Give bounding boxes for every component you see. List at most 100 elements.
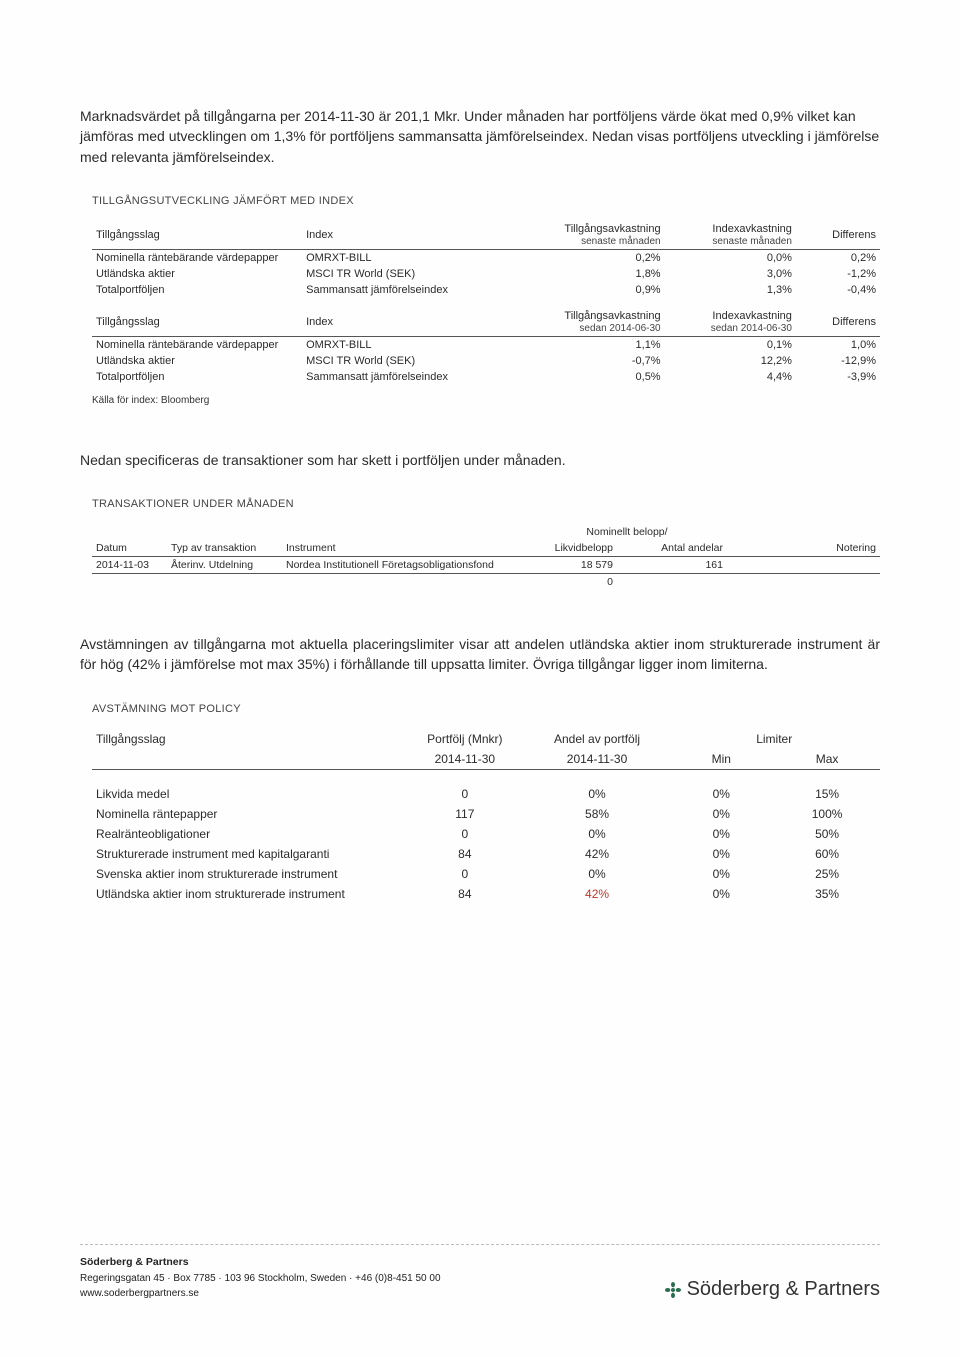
th-portfolio-date: 2014-11-30 (404, 749, 526, 770)
cell-index: Sammansatt jämförelseindex (302, 282, 512, 298)
cell-asset: Nominella räntebärande värdepapper (92, 336, 302, 353)
cell-share: 58% (526, 804, 669, 824)
cell-index-return: 3,0% (665, 266, 796, 282)
cell-instrument: Nordea Institutionell Företagsobligation… (282, 557, 527, 574)
cell-asset: Likvida medel (92, 784, 404, 804)
table-row: TotalportföljenSammansatt jämförelseinde… (92, 282, 880, 298)
footer-addr-line: Regeringsgatan 45 · Box 7785 · 103 96 St… (80, 1271, 441, 1286)
cell-index: OMRXT-BILL (302, 249, 512, 266)
cell-min: 0% (668, 784, 774, 804)
table-row: TotalportföljenSammansatt jämförelseinde… (92, 369, 880, 385)
table-total-row: 0 (92, 574, 880, 591)
cell-diff: -3,9% (796, 369, 880, 385)
cell-asset: Totalportföljen (92, 282, 302, 298)
cell-return: 0,5% (512, 369, 664, 385)
th-portfolio: Portfölj (Mnkr) (404, 729, 526, 749)
cell-min: 0% (668, 804, 774, 824)
th-index: Index (302, 308, 512, 337)
table-policy: Tillgångsslag Portfölj (Mnkr) Andel av p… (92, 729, 880, 904)
index-compare-month: Tillgångsslag Index Tillgångsavkastning … (92, 221, 880, 298)
cell-portfolio: 84 (404, 884, 526, 904)
transactions-intro: Nedan specificeras de transaktioner som … (80, 450, 880, 470)
table-index-since: Tillgångsslag Index Tillgångsavkastning … (92, 308, 880, 385)
footer-web: www.soderbergpartners.se (80, 1286, 441, 1301)
cell-asset: Strukturerade instrument med kapitalgara… (92, 844, 404, 864)
cell-index: OMRXT-BILL (302, 336, 512, 353)
cell-index-return: 12,2% (665, 353, 796, 369)
th-shares: Antal andelar (617, 540, 727, 557)
section2-title: TRANSAKTIONER UNDER MÅNADEN (92, 498, 880, 510)
table-index-month: Tillgångsslag Index Tillgångsavkastning … (92, 221, 880, 298)
cell-amount: 18 579 (527, 557, 617, 574)
footer-company: Söderberg & Partners (80, 1255, 441, 1271)
table-row: Utländska aktierMSCI TR World (SEK)-0,7%… (92, 353, 880, 369)
th-amount: Likvidbelopp (527, 540, 617, 557)
cell-type: Återinv. Utdelning (167, 557, 282, 574)
th-share-date: 2014-11-30 (526, 749, 669, 770)
th-share: Andel av portfölj (526, 729, 669, 749)
cell-diff: -0,4% (796, 282, 880, 298)
cell-share: 0% (526, 784, 669, 804)
cell-diff: -1,2% (796, 266, 880, 282)
cell-asset: Svenska aktier inom strukturerade instru… (92, 864, 404, 884)
cell-max: 50% (774, 824, 880, 844)
cell-asset: Nominella räntepapper (92, 804, 404, 824)
spacer-row (92, 769, 880, 784)
footer-brand-text: Söderberg & Partners (687, 1278, 880, 1301)
index-source: Källa för index: Bloomberg (92, 395, 880, 406)
cell-portfolio: 0 (404, 864, 526, 884)
section1-title: TILLGÅNGSUTVECKLING JÄMFÖRT MED INDEX (92, 195, 880, 207)
th-date: Datum (92, 540, 167, 557)
th-index: Index (302, 221, 512, 250)
cell-share: 42% (526, 844, 669, 864)
brand-logo-icon (665, 1282, 681, 1298)
cell-diff: -12,9% (796, 353, 880, 369)
th-diff: Differens (796, 221, 880, 250)
policy-intro: Avstämningen av tillgångarna mot aktuell… (80, 634, 880, 675)
page-footer: Söderberg & Partners Regeringsgatan 45 ·… (80, 1244, 880, 1301)
th-nominal: Nominellt belopp/ (527, 524, 727, 540)
cell-index: MSCI TR World (SEK) (302, 266, 512, 282)
cell-asset: Utländska aktier (92, 266, 302, 282)
cell-min: 0% (668, 864, 774, 884)
table-row: Svenska aktier inom strukturerade instru… (92, 864, 880, 884)
document-page: Marknadsvärdet på tillgångarna per 2014-… (0, 0, 960, 1357)
cell-date: 2014-11-03 (92, 557, 167, 574)
table-row: Nominella räntebärande värdepapperOMRXT-… (92, 336, 880, 353)
table-row: Nominella räntebärande värdepapperOMRXT-… (92, 249, 880, 266)
table-row: Utländska aktier inom strukturerade inst… (92, 884, 880, 904)
cell-max: 25% (774, 864, 880, 884)
cell-return: 1,1% (512, 336, 664, 353)
table-row: Nominella räntepapper11758%0%100% (92, 804, 880, 824)
th-diff: Differens (796, 308, 880, 337)
cell-portfolio: 84 (404, 844, 526, 864)
table-row: Strukturerade instrument med kapitalgara… (92, 844, 880, 864)
cell-note (727, 557, 880, 574)
table-row: Likvida medel00%0%15% (92, 784, 880, 804)
th-asset: Tillgångsslag (92, 729, 404, 749)
th-max: Max (774, 749, 880, 770)
cell-return: 1,8% (512, 266, 664, 282)
cell-diff: 1,0% (796, 336, 880, 353)
cell-min: 0% (668, 844, 774, 864)
cell-min: 0% (668, 824, 774, 844)
th-note: Notering (727, 540, 880, 557)
cell-max: 100% (774, 804, 880, 824)
cell-shares: 161 (617, 557, 727, 574)
cell-index: Sammansatt jämförelseindex (302, 369, 512, 385)
cell-min: 0% (668, 884, 774, 904)
cell-return: -0,7% (512, 353, 664, 369)
th-type: Typ av transaktion (167, 540, 282, 557)
th-asset: Tillgångsslag (92, 308, 302, 337)
cell-max: 60% (774, 844, 880, 864)
cell-share: 0% (526, 864, 669, 884)
cell-portfolio: 0 (404, 824, 526, 844)
cell-share: 42% (526, 884, 669, 904)
th-limits: Limiter (668, 729, 880, 749)
cell-share: 0% (526, 824, 669, 844)
cell-index-return: 1,3% (665, 282, 796, 298)
cell-index-return: 4,4% (665, 369, 796, 385)
cell-asset: Totalportföljen (92, 369, 302, 385)
cell-asset: Utländska aktier (92, 353, 302, 369)
cell-asset: Utländska aktier inom strukturerade inst… (92, 884, 404, 904)
